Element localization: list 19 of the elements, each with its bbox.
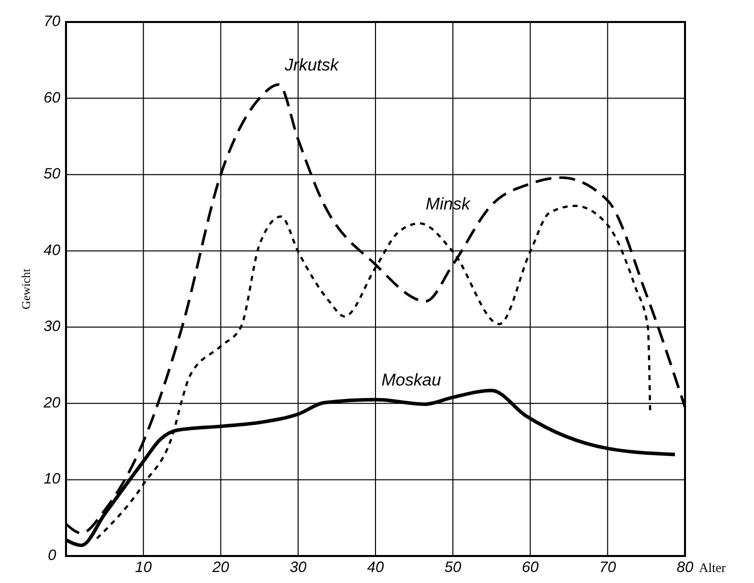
y-tick-label: 40: [44, 242, 61, 259]
x-tick-label: 40: [367, 559, 384, 576]
x-tick-label: 10: [135, 559, 152, 576]
y-tick-label: 50: [44, 166, 61, 183]
y-axis-title: Gewicht: [19, 268, 33, 310]
x-axis-title: Alter: [699, 560, 726, 575]
x-tick-label: 70: [599, 559, 617, 576]
x-tick-label: 80: [676, 559, 694, 576]
x-tick-label: 60: [522, 559, 540, 576]
series-label: Moskau: [382, 370, 442, 390]
y-tick-label: 0: [48, 546, 57, 564]
y-tick-label: 20: [42, 394, 61, 412]
y-tick-label: 70: [44, 12, 61, 30]
x-tick-label: 30: [290, 559, 308, 576]
y-tick-label: 10: [44, 470, 61, 488]
y-tick-label: 30: [44, 318, 61, 336]
x-tick-label: 20: [211, 559, 230, 576]
y-tick-label: 60: [44, 89, 61, 106]
x-tick-label: 50: [444, 559, 462, 576]
